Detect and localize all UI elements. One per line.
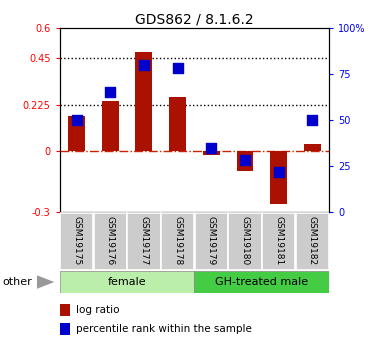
Bar — [94, 213, 127, 270]
Point — [74, 117, 80, 122]
Bar — [203, 151, 220, 155]
Text: log ratio: log ratio — [76, 305, 119, 315]
Bar — [60, 271, 194, 293]
Bar — [127, 213, 161, 270]
Bar — [228, 213, 262, 270]
Point — [208, 145, 214, 150]
Text: GSM19181: GSM19181 — [274, 216, 283, 266]
Text: GSM19177: GSM19177 — [139, 216, 148, 266]
Bar — [136, 52, 152, 151]
Bar — [60, 323, 70, 335]
Text: other: other — [2, 277, 32, 287]
Polygon shape — [37, 275, 54, 289]
Text: GSM19179: GSM19179 — [207, 216, 216, 266]
Bar — [194, 213, 228, 270]
Bar — [262, 213, 295, 270]
Text: GSM19176: GSM19176 — [106, 216, 115, 266]
Title: GDS862 / 8.1.6.2: GDS862 / 8.1.6.2 — [135, 12, 254, 27]
Bar — [161, 213, 194, 270]
Bar — [236, 151, 253, 171]
Text: GH-treated male: GH-treated male — [215, 277, 308, 287]
Point — [309, 117, 315, 122]
Bar — [68, 116, 85, 151]
Bar — [304, 145, 321, 151]
Point — [107, 89, 113, 95]
Text: GSM19180: GSM19180 — [241, 216, 249, 266]
Point — [276, 169, 282, 174]
Text: percentile rank within the sample: percentile rank within the sample — [76, 324, 252, 334]
Bar — [169, 97, 186, 151]
Text: female: female — [108, 277, 146, 287]
Bar — [102, 101, 119, 151]
Bar — [194, 271, 329, 293]
Text: GSM19182: GSM19182 — [308, 216, 317, 265]
Point — [141, 62, 147, 67]
Text: GSM19175: GSM19175 — [72, 216, 81, 266]
Point — [242, 158, 248, 163]
Point — [174, 66, 181, 71]
Bar — [296, 213, 329, 270]
Bar — [60, 213, 93, 270]
Text: GSM19178: GSM19178 — [173, 216, 182, 266]
Bar — [60, 304, 70, 316]
Bar — [270, 151, 287, 204]
